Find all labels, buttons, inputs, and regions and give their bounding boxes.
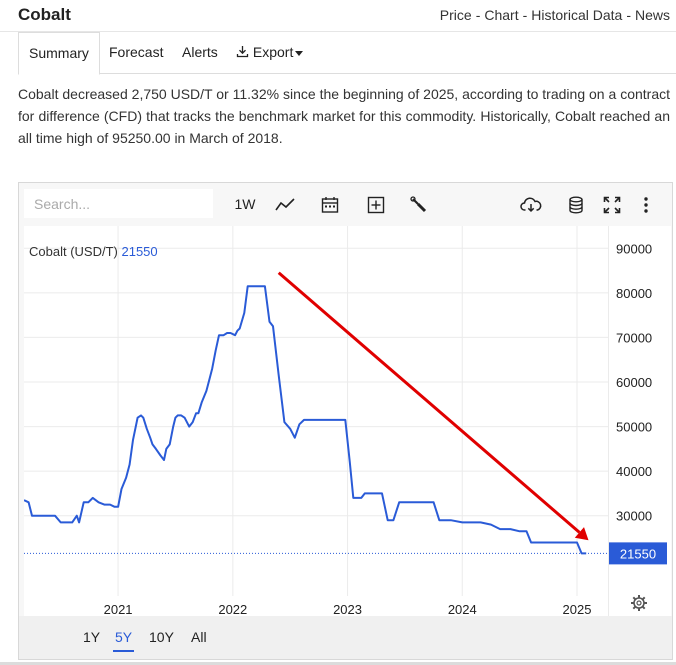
caret-down-icon <box>295 50 304 56</box>
link-separator: - <box>522 7 528 23</box>
annotation-arrow-shaft <box>277 271 581 534</box>
last-value-marker: 21550 <box>24 542 667 565</box>
chart-grid <box>24 226 609 616</box>
plot-area[interactable]: 30000 40000 50000 60000 70000 80000 90000 2021 2… <box>23 226 671 617</box>
export-label: Export <box>252 44 294 60</box>
y-tick-label: 70000 <box>616 330 652 345</box>
chart-ticks: 30000 40000 50000 60000 70000 80000 90000 2021 2… <box>104 241 653 617</box>
series-line-cobalt <box>23 285 587 555</box>
page-bottom-border <box>0 662 676 665</box>
range-1y[interactable]: 1Y <box>83 629 101 645</box>
plus-square-icon[interactable] <box>365 191 387 217</box>
fullscreen-icon[interactable] <box>601 191 623 217</box>
y-tick-label: 90000 <box>616 241 652 256</box>
chart-widget: 1W 30000 40000 50000 60000 70000 80000 90000 20… <box>18 182 673 660</box>
chart-legend: Cobalt (USD/T) 21550 <box>29 244 158 259</box>
x-tick-label: 2022 <box>218 602 247 616</box>
x-tick-label: 2024 <box>448 602 477 616</box>
last-value-box <box>609 542 667 565</box>
x-tick-label: 2021 <box>104 602 133 616</box>
link-chart[interactable]: Chart <box>484 7 519 23</box>
line-chart-icon[interactable] <box>274 191 296 217</box>
tab-forecast[interactable]: Forecast <box>109 44 164 60</box>
price-chart[interactable]: 30000 40000 50000 60000 70000 80000 90000 2021 2… <box>23 226 671 617</box>
header-links: Price - Chart - Historical Data - News <box>440 7 670 23</box>
range-10y[interactable]: 10Y <box>149 629 174 645</box>
page-header: Cobalt Price - Chart - Historical Data - News <box>0 0 676 32</box>
tab-export[interactable]: Export <box>226 32 313 74</box>
interval-button[interactable]: 1W <box>234 196 256 212</box>
download-icon <box>236 46 249 58</box>
y-tick-label: 30000 <box>616 509 652 524</box>
tab-summary[interactable]: Summary <box>18 32 100 75</box>
tab-bar: Summary Forecast Alerts Export <box>18 32 676 75</box>
annotation-arrow-head <box>574 527 589 541</box>
description-text: Cobalt decreased 2,750 USD/T or 11.32% s… <box>18 86 670 146</box>
more-vertical-icon[interactable] <box>635 191 657 217</box>
settings-icon[interactable] <box>631 595 647 611</box>
legend-name: Cobalt (USD/T) <box>29 244 118 259</box>
link-separator: - <box>475 7 481 23</box>
x-tick-label: 2023 <box>333 602 362 616</box>
wrench-icon[interactable] <box>408 191 430 217</box>
link-news[interactable]: News <box>634 7 670 23</box>
cloud-download-icon[interactable] <box>519 191 543 217</box>
chart-series <box>23 285 587 555</box>
tab-alerts[interactable]: Alerts <box>182 44 218 60</box>
x-tick-label: 2025 <box>563 602 592 616</box>
calendar-icon[interactable] <box>319 191 341 217</box>
y-tick-label: 60000 <box>616 375 652 390</box>
search-input[interactable] <box>24 189 213 218</box>
range-selector: 1Y 5Y 10Y All <box>19 616 672 659</box>
brand-title: Cobalt <box>18 5 71 24</box>
y-tick-label: 40000 <box>616 464 652 479</box>
chart-annotations <box>277 271 589 541</box>
link-separator: - <box>626 7 631 23</box>
link-price[interactable]: Price <box>439 7 472 23</box>
legend-last-value: 21550 <box>121 244 157 259</box>
y-tick-label: 80000 <box>616 286 652 301</box>
database-icon[interactable] <box>565 191 587 217</box>
link-historical-data[interactable]: Historical Data <box>531 7 623 23</box>
last-value-label: 21550 <box>620 546 656 561</box>
y-tick-label: 50000 <box>616 420 652 435</box>
range-all[interactable]: All <box>191 629 207 645</box>
range-5y[interactable]: 5Y <box>113 626 135 652</box>
